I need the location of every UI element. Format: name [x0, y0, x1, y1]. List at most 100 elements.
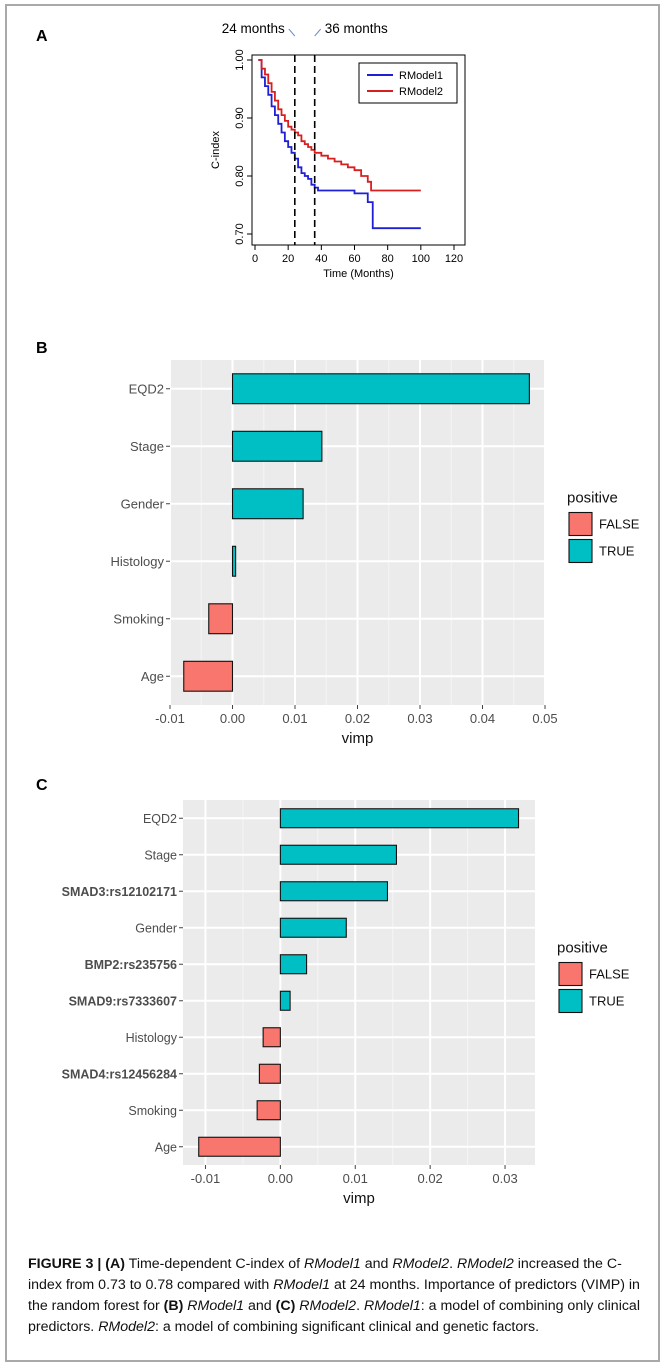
legend-label: RModel2 — [399, 86, 443, 98]
legend-swatch — [568, 511, 593, 537]
y-tick-label: EQD2 — [143, 812, 177, 826]
caption-fig-label: FIGURE 3 | — [28, 1256, 102, 1272]
caption-model-name: RModel2 — [392, 1256, 450, 1272]
x-tick-label: 0.01 — [343, 1171, 368, 1186]
bar — [231, 545, 237, 577]
legend-title: positive — [567, 490, 618, 507]
y-tick-label: Gender — [121, 496, 165, 511]
panel-label-b: B — [36, 340, 48, 357]
chart-a: 0 20 40 60 80 100 120 0.70 0.80 0.90 1.00 Time (Mon… — [210, 21, 466, 280]
chart-b: EQD2 Stage Gender Histology Smoking Age -0.01 0… — [111, 360, 640, 747]
y-tick-label: BMP2:rs235756 — [85, 958, 177, 972]
x-tick-label: 0.02 — [345, 711, 370, 726]
caption-text: . — [449, 1256, 458, 1272]
legend-swatch — [558, 961, 583, 987]
x-tick-label: 80 — [382, 253, 394, 265]
y-tick-label: SMAD9:rs7333607 — [69, 994, 177, 1008]
bar — [231, 373, 530, 405]
y-tick-label: SMAD4:rs12456284 — [62, 1067, 177, 1081]
bar — [279, 808, 520, 829]
y-tick-label: Gender — [135, 921, 177, 935]
x-tick-label: -0.01 — [191, 1171, 221, 1186]
bar — [258, 1063, 281, 1084]
legend-swatch — [558, 988, 583, 1014]
annotation-arrow — [288, 28, 296, 37]
y-tick-label: SMAD3:rs12102171 — [62, 885, 177, 899]
panel-label-a: A — [36, 28, 48, 45]
y-tick-label: Histology — [126, 1031, 178, 1045]
x-tick-label: 120 — [445, 253, 463, 265]
x-tick-label: 20 — [282, 253, 294, 265]
panel-label-c: C — [36, 777, 48, 794]
x-tick-label: 100 — [412, 253, 430, 265]
x-tick-label: 0.03 — [407, 711, 432, 726]
figure-frame — [5, 4, 660, 1362]
x-tick-label: 0.04 — [470, 711, 495, 726]
y-tick-label: Smoking — [128, 1104, 177, 1118]
caption-text: : a model of combining significant clini… — [154, 1319, 540, 1335]
x-tick-label: 0.02 — [417, 1171, 442, 1186]
bar — [231, 430, 323, 462]
caption-text: and — [360, 1256, 393, 1272]
y-tick-label: Age — [155, 1140, 177, 1154]
caption-model-name: RModel2 — [98, 1319, 155, 1335]
bar — [279, 917, 347, 938]
x-axis-label: vimp — [343, 1190, 375, 1207]
x-tick-label: 0.00 — [268, 1171, 293, 1186]
y-tick-label: EQD2 — [129, 381, 164, 396]
x-tick-label: 0 — [252, 253, 258, 265]
bar — [183, 660, 234, 692]
reference-line-label: 24 months — [222, 21, 285, 36]
legend-label: FALSE — [589, 967, 630, 982]
caption-model-name: RModel1 — [187, 1298, 245, 1314]
bar — [279, 881, 389, 902]
caption-model-name: RModel2 — [457, 1256, 514, 1272]
caption-part-a: (A) — [105, 1256, 125, 1272]
caption-text: . — [356, 1298, 364, 1314]
legend-label: TRUE — [599, 544, 635, 559]
legend-label: FALSE — [599, 517, 640, 532]
bar — [279, 990, 291, 1011]
legend-swatch — [568, 538, 593, 564]
caption-model-name: RModel1 — [304, 1256, 361, 1272]
legend-box — [358, 62, 458, 104]
caption-text: : a model of combining only clinical pre… — [28, 1298, 640, 1335]
x-axis-label: Time (Months) — [323, 268, 394, 280]
y-tick-label: 0.70 — [234, 223, 246, 244]
legend-label: RModel1 — [399, 70, 443, 82]
x-tick-label: 0.05 — [532, 711, 557, 726]
y-tick-label: Age — [141, 669, 164, 684]
figure-caption: FIGURE 3 | (A) Time-dependent C-index of… — [28, 1254, 648, 1338]
x-tick-label: 0.00 — [220, 711, 245, 726]
reference-line-label: 36 months — [325, 21, 388, 36]
caption-text: at 24 months. Importance of predictors (… — [28, 1277, 640, 1314]
caption-part-c: (C) — [275, 1298, 296, 1314]
caption-part-b: (B) — [163, 1298, 184, 1314]
y-tick-label: Histology — [111, 554, 165, 569]
x-tick-label: 0.01 — [282, 711, 307, 726]
legend-title: positive — [557, 940, 608, 957]
x-tick-label: 40 — [315, 253, 327, 265]
caption-text: increased the C-index from 0.73 to 0.78 … — [28, 1256, 622, 1293]
series-line-rmodel2 — [258, 59, 421, 192]
x-axis-label: vimp — [342, 730, 374, 747]
x-tick-label: -0.01 — [155, 711, 185, 726]
y-axis-label: C-index — [210, 131, 222, 169]
caption-model-name: RModel1 — [363, 1298, 421, 1314]
plot-box — [251, 54, 466, 246]
x-tick-label: 0.03 — [492, 1171, 517, 1186]
bar — [279, 954, 308, 975]
caption-model-name: RModel2 — [299, 1298, 357, 1314]
series-line-rmodel1 — [258, 59, 421, 230]
y-tick-label: Stage — [144, 848, 177, 862]
bar — [256, 1100, 281, 1121]
y-tick-label: 1.00 — [234, 49, 246, 70]
bar — [198, 1136, 281, 1157]
y-tick-label: Smoking — [113, 611, 164, 626]
chart-c: EQD2 Stage SMAD3:rs12102171 Gender BMP2:rs23… — [62, 800, 630, 1207]
caption-model-name: RModel1 — [273, 1277, 331, 1293]
bar — [208, 603, 234, 635]
annotation-arrow — [314, 28, 322, 37]
y-tick-label: 0.90 — [234, 107, 246, 128]
caption-text: and — [244, 1298, 276, 1314]
